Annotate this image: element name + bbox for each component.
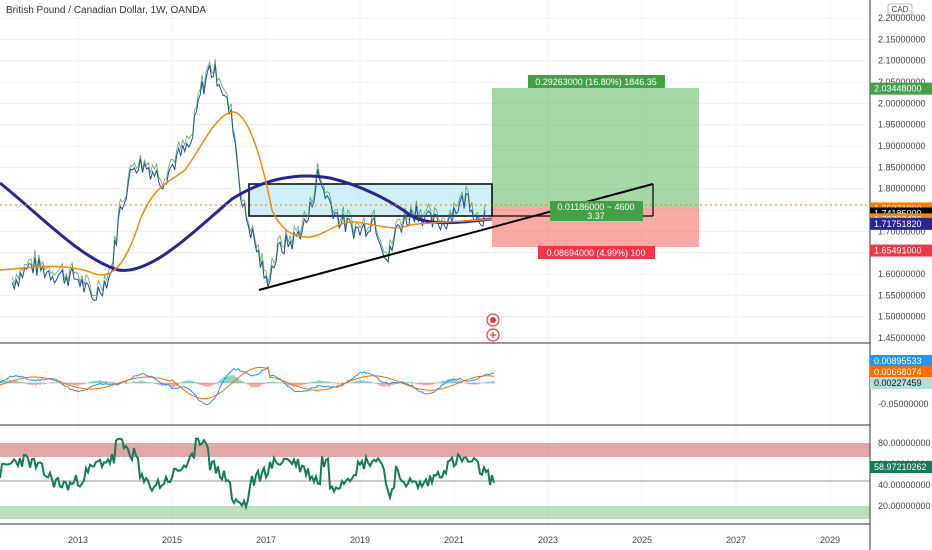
currency-badge xyxy=(887,3,913,16)
currency-label: CAD xyxy=(892,5,909,14)
price-tick-label: 1.60000000 xyxy=(878,269,926,279)
time-tick-label: 2023 xyxy=(538,535,558,545)
price-tag xyxy=(870,82,932,95)
price-tag xyxy=(870,244,932,257)
ma-long-line xyxy=(0,174,493,272)
svg-text:58.97210262: 58.97210262 xyxy=(874,462,927,472)
macd-tag xyxy=(870,366,932,378)
price-tick-label: 1.95000000 xyxy=(878,120,926,130)
price-tick-label: 1.50000000 xyxy=(878,312,926,322)
dividend-icon[interactable] xyxy=(486,313,500,327)
ma-short-line xyxy=(0,111,493,276)
time-tick-label: 2021 xyxy=(444,535,464,545)
macd-ticks: -0.05000000 xyxy=(878,399,929,409)
rsi-overbought-band xyxy=(0,443,870,457)
macd-signal-line xyxy=(0,366,495,400)
price-tags: 2.034480001.753710001.741850001.72798436… xyxy=(870,82,932,257)
profit-label: 0.29263000 (16.80%) 1846.35 xyxy=(535,77,657,87)
price-tick-label: 2.00000000 xyxy=(878,98,926,108)
rsi-tick-label: 80.00000000 xyxy=(878,438,931,448)
macd-tag xyxy=(870,355,932,367)
macd-panel[interactable] xyxy=(0,366,495,406)
price-tick-label: 1.55000000 xyxy=(878,290,926,300)
price-axis[interactable]: CAD 2.20000000 2.15000000 2.10000000 2.0500… xyxy=(869,0,932,550)
price-tag-label: 1.65491000 xyxy=(874,246,922,256)
price-tag xyxy=(870,217,932,230)
price-high-line xyxy=(11,58,486,297)
channel-box[interactable] xyxy=(248,183,493,217)
time-tick-label: 2015 xyxy=(162,535,182,545)
price-tick-label: 1.90000000 xyxy=(878,141,926,151)
rsi-oversold-band xyxy=(0,506,870,519)
rsi-panel[interactable] xyxy=(0,437,870,519)
time-tick-label: 2019 xyxy=(350,535,370,545)
rsi-tick-label: 20.00000000 xyxy=(878,501,931,511)
macd-tick-label: -0.05000000 xyxy=(878,399,929,409)
macd-tag xyxy=(870,377,932,389)
rsi-tag: 58.97210262 xyxy=(870,461,932,473)
price-tag-label: 1.71751820 xyxy=(874,219,922,229)
price-tick-label: 1.45000000 xyxy=(878,333,926,343)
chart-title: British Pound / Canadian Dollar, 1W, OAN… xyxy=(6,5,206,16)
macd-tag-label: 0.00895533 xyxy=(874,356,922,366)
price-tick-label: 1.85000000 xyxy=(878,162,926,172)
price-tick-label: 2.10000000 xyxy=(878,56,926,66)
time-tick-label: 2029 xyxy=(820,535,840,545)
ratio-label: 3.37 xyxy=(587,211,605,221)
time-tick-label: 2013 xyxy=(68,535,88,545)
price-tick-label: 2.15000000 xyxy=(878,34,926,44)
macd-line xyxy=(0,366,495,406)
macd-tag-label: 0.00668074 xyxy=(874,367,922,377)
price-tick-label: 2.20000000 xyxy=(878,13,926,23)
time-axis[interactable]: 2013 2015 2017 2019 2021 2023 2025 2027 2029 xyxy=(68,535,840,545)
rsi-line xyxy=(0,437,495,511)
price-tick-label: 2.05000000 xyxy=(878,77,926,87)
center-label-box xyxy=(550,201,643,221)
macd-tag-label: 0.00227459 xyxy=(874,378,922,388)
time-tick-label: 2025 xyxy=(632,535,652,545)
price-tick-label: 1.80000000 xyxy=(878,184,926,194)
earnings-icon[interactable] xyxy=(486,328,500,342)
profit-label-box xyxy=(528,75,665,88)
center-label: 0.01186000 ~ 4600 xyxy=(557,202,634,212)
price-line xyxy=(11,64,486,302)
rsi-tick-label: 40.00000000 xyxy=(878,480,931,490)
time-tick-label: 2027 xyxy=(726,535,746,545)
loss-label-box xyxy=(538,246,655,259)
time-tick-label: 2017 xyxy=(256,535,276,545)
price-tick-label: 1.70000000 xyxy=(878,226,926,236)
profit-zone[interactable] xyxy=(492,88,699,207)
loss-label: 0.08694000 (4.99%) 100 xyxy=(546,248,645,258)
price-tag-label: 2.03448000 xyxy=(874,84,922,94)
price-panel[interactable]: 0.29263000 (16.80%) 1846.35 0.01186000 ~… xyxy=(0,0,870,524)
